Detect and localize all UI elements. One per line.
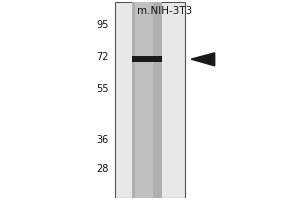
Bar <box>115 2 185 198</box>
Text: 72: 72 <box>96 52 109 62</box>
Text: 28: 28 <box>97 164 109 174</box>
Text: m.NIH-3T3: m.NIH-3T3 <box>137 6 192 16</box>
Text: 36: 36 <box>97 135 109 145</box>
Text: 95: 95 <box>97 20 109 30</box>
Text: 55: 55 <box>96 84 109 94</box>
Polygon shape <box>191 53 215 66</box>
Bar <box>132 2 162 198</box>
Bar <box>135 2 153 198</box>
Bar <box>132 56 162 62</box>
